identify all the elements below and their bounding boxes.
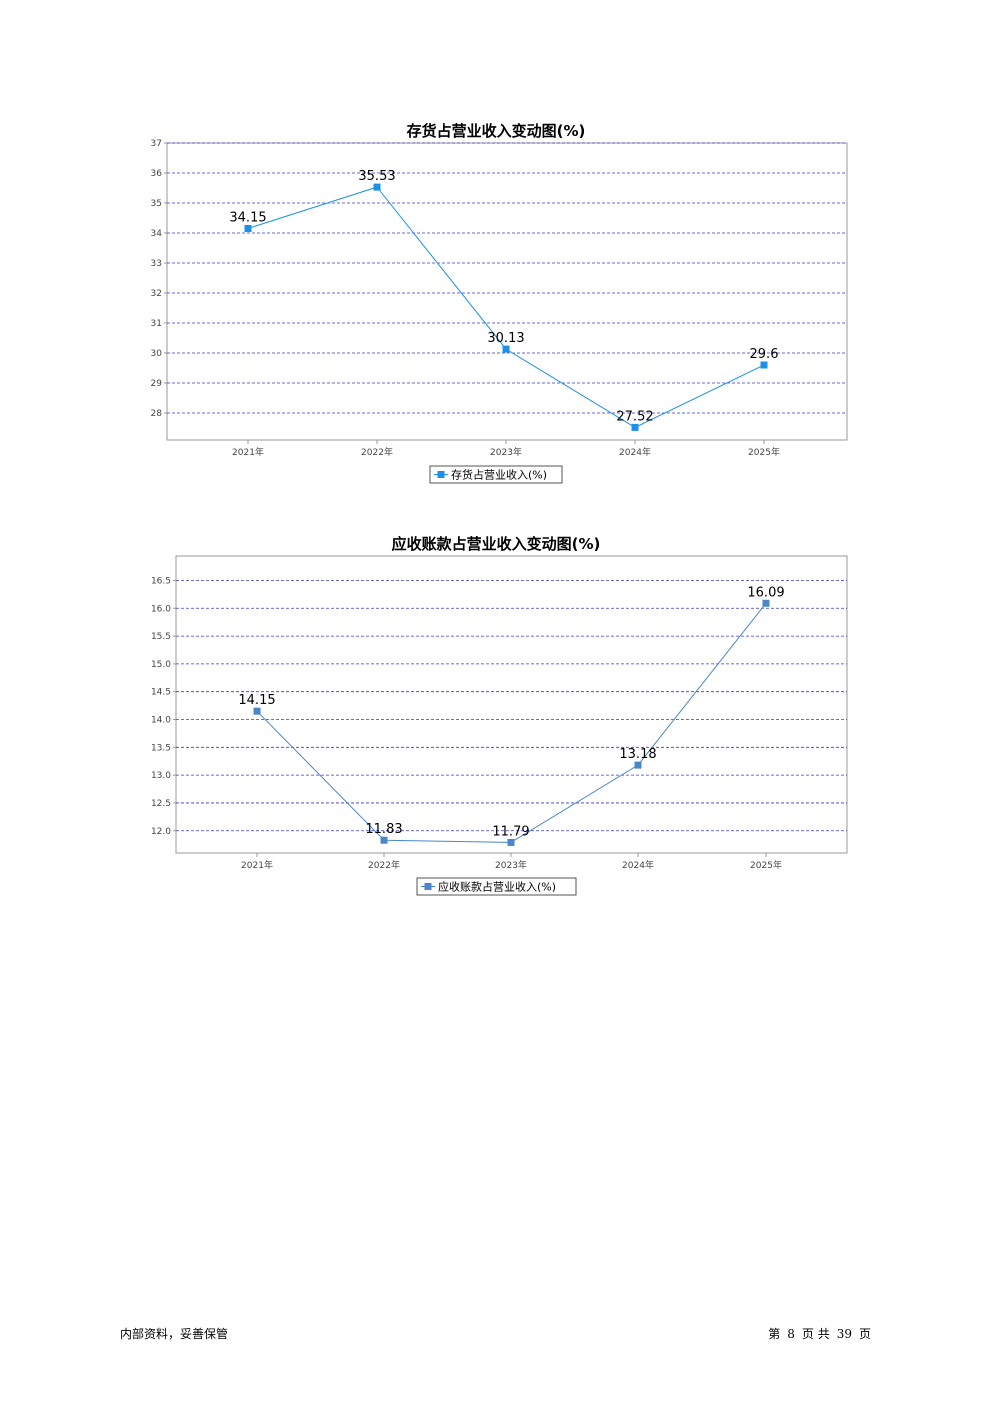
data-point	[631, 423, 639, 431]
x-tick-label: 2021年	[241, 859, 273, 871]
legend-box	[416, 877, 577, 896]
y-tick-label: 34	[151, 229, 163, 239]
y-tick-label: 16.5	[151, 576, 171, 586]
inventory-chart: 存货占营业收入变动图(%) 37 36 35 34 33 32 31 30 29 28 2021年 2…	[0, 0, 992, 500]
data-label: 35.53	[358, 169, 395, 184]
y-tick-label: 15.0	[151, 660, 171, 670]
data-point	[253, 707, 261, 715]
chart-plot: 37 36 35 34 33 32 31 30 29 28 2021年 2022年 2023年 2024年…	[151, 139, 848, 484]
legend-marker	[424, 883, 432, 890]
legend-box	[429, 465, 563, 484]
x-tick-label: 2024年	[619, 446, 651, 458]
data-point	[507, 838, 515, 846]
y-tick-label: 31	[151, 319, 162, 329]
y-tick-label: 33	[151, 259, 162, 269]
chart-plot: 16.5 16.0 15.5 15.0 14.5 14.0 13.5 13.0 12.5 12.0…	[151, 555, 848, 896]
page-suffix: 页	[858, 1327, 871, 1341]
data-label: 14.15	[238, 693, 275, 708]
x-tick-label: 2021年	[232, 446, 264, 458]
y-tick-label: 12.0	[151, 827, 171, 837]
x-tick-label: 2024年	[622, 859, 654, 871]
chart-title: 应收账款占营业收入变动图(%)	[391, 535, 601, 553]
chart-title: 存货占营业收入变动图(%)	[406, 122, 586, 140]
x-tick-label: 2022年	[361, 446, 393, 458]
legend-label: 应收账款占营业收入(%)	[438, 880, 556, 894]
y-tick-label: 13.5	[151, 743, 171, 753]
page-prefix: 第	[768, 1327, 781, 1341]
data-label: 30.13	[487, 331, 524, 346]
data-point	[760, 361, 768, 369]
x-tick-label: 2025年	[748, 446, 780, 458]
y-tick-label: 28	[151, 409, 163, 419]
y-tick-label: 13.0	[151, 771, 171, 781]
y-tick-label: 15.5	[151, 632, 171, 642]
data-label: 16.09	[747, 585, 784, 600]
x-tick-label: 2022年	[368, 859, 400, 871]
x-tick-label: 2023年	[495, 859, 527, 871]
data-point	[762, 599, 770, 607]
legend-label: 存货占营业收入(%)	[451, 468, 547, 482]
data-point	[634, 761, 642, 769]
legend-marker	[437, 471, 445, 478]
data-point	[373, 183, 381, 191]
y-tick-label: 12.5	[151, 799, 171, 809]
plot-area	[166, 142, 848, 441]
x-tick-label: 2025年	[750, 859, 782, 871]
x-tick-label: 2023年	[490, 446, 522, 458]
data-label: 11.83	[365, 822, 402, 837]
y-tick-label: 16.0	[151, 604, 171, 614]
plot-area	[175, 555, 848, 854]
data-label: 27.52	[616, 409, 653, 424]
data-point	[244, 225, 252, 232]
y-tick-label: 32	[151, 289, 162, 299]
data-label: 29.6	[750, 347, 779, 362]
data-label: 13.18	[619, 747, 656, 762]
page-total: 39	[836, 1327, 852, 1341]
data-point	[502, 345, 510, 353]
y-tick-label: 35	[151, 199, 162, 209]
data-label: 11.79	[492, 824, 529, 839]
y-tick-label: 30	[151, 349, 163, 359]
page-mid: 页 共	[801, 1327, 830, 1341]
data-label: 34.15	[229, 211, 266, 226]
page-current: 8	[787, 1327, 795, 1341]
y-tick-label: 37	[151, 139, 162, 149]
y-tick-label: 14.0	[151, 716, 171, 726]
footer-confidential-note: 内部资料，妥善保管	[120, 1327, 229, 1341]
y-tick-label: 14.5	[151, 688, 171, 698]
receivables-chart: 应收账款占营业收入变动图(%) 16.5 16.0 15.5 15.0 14.5 14.0…	[151, 535, 848, 896]
y-tick-label: 29	[151, 379, 163, 389]
data-point	[380, 836, 388, 844]
y-tick-label: 36	[151, 169, 163, 179]
